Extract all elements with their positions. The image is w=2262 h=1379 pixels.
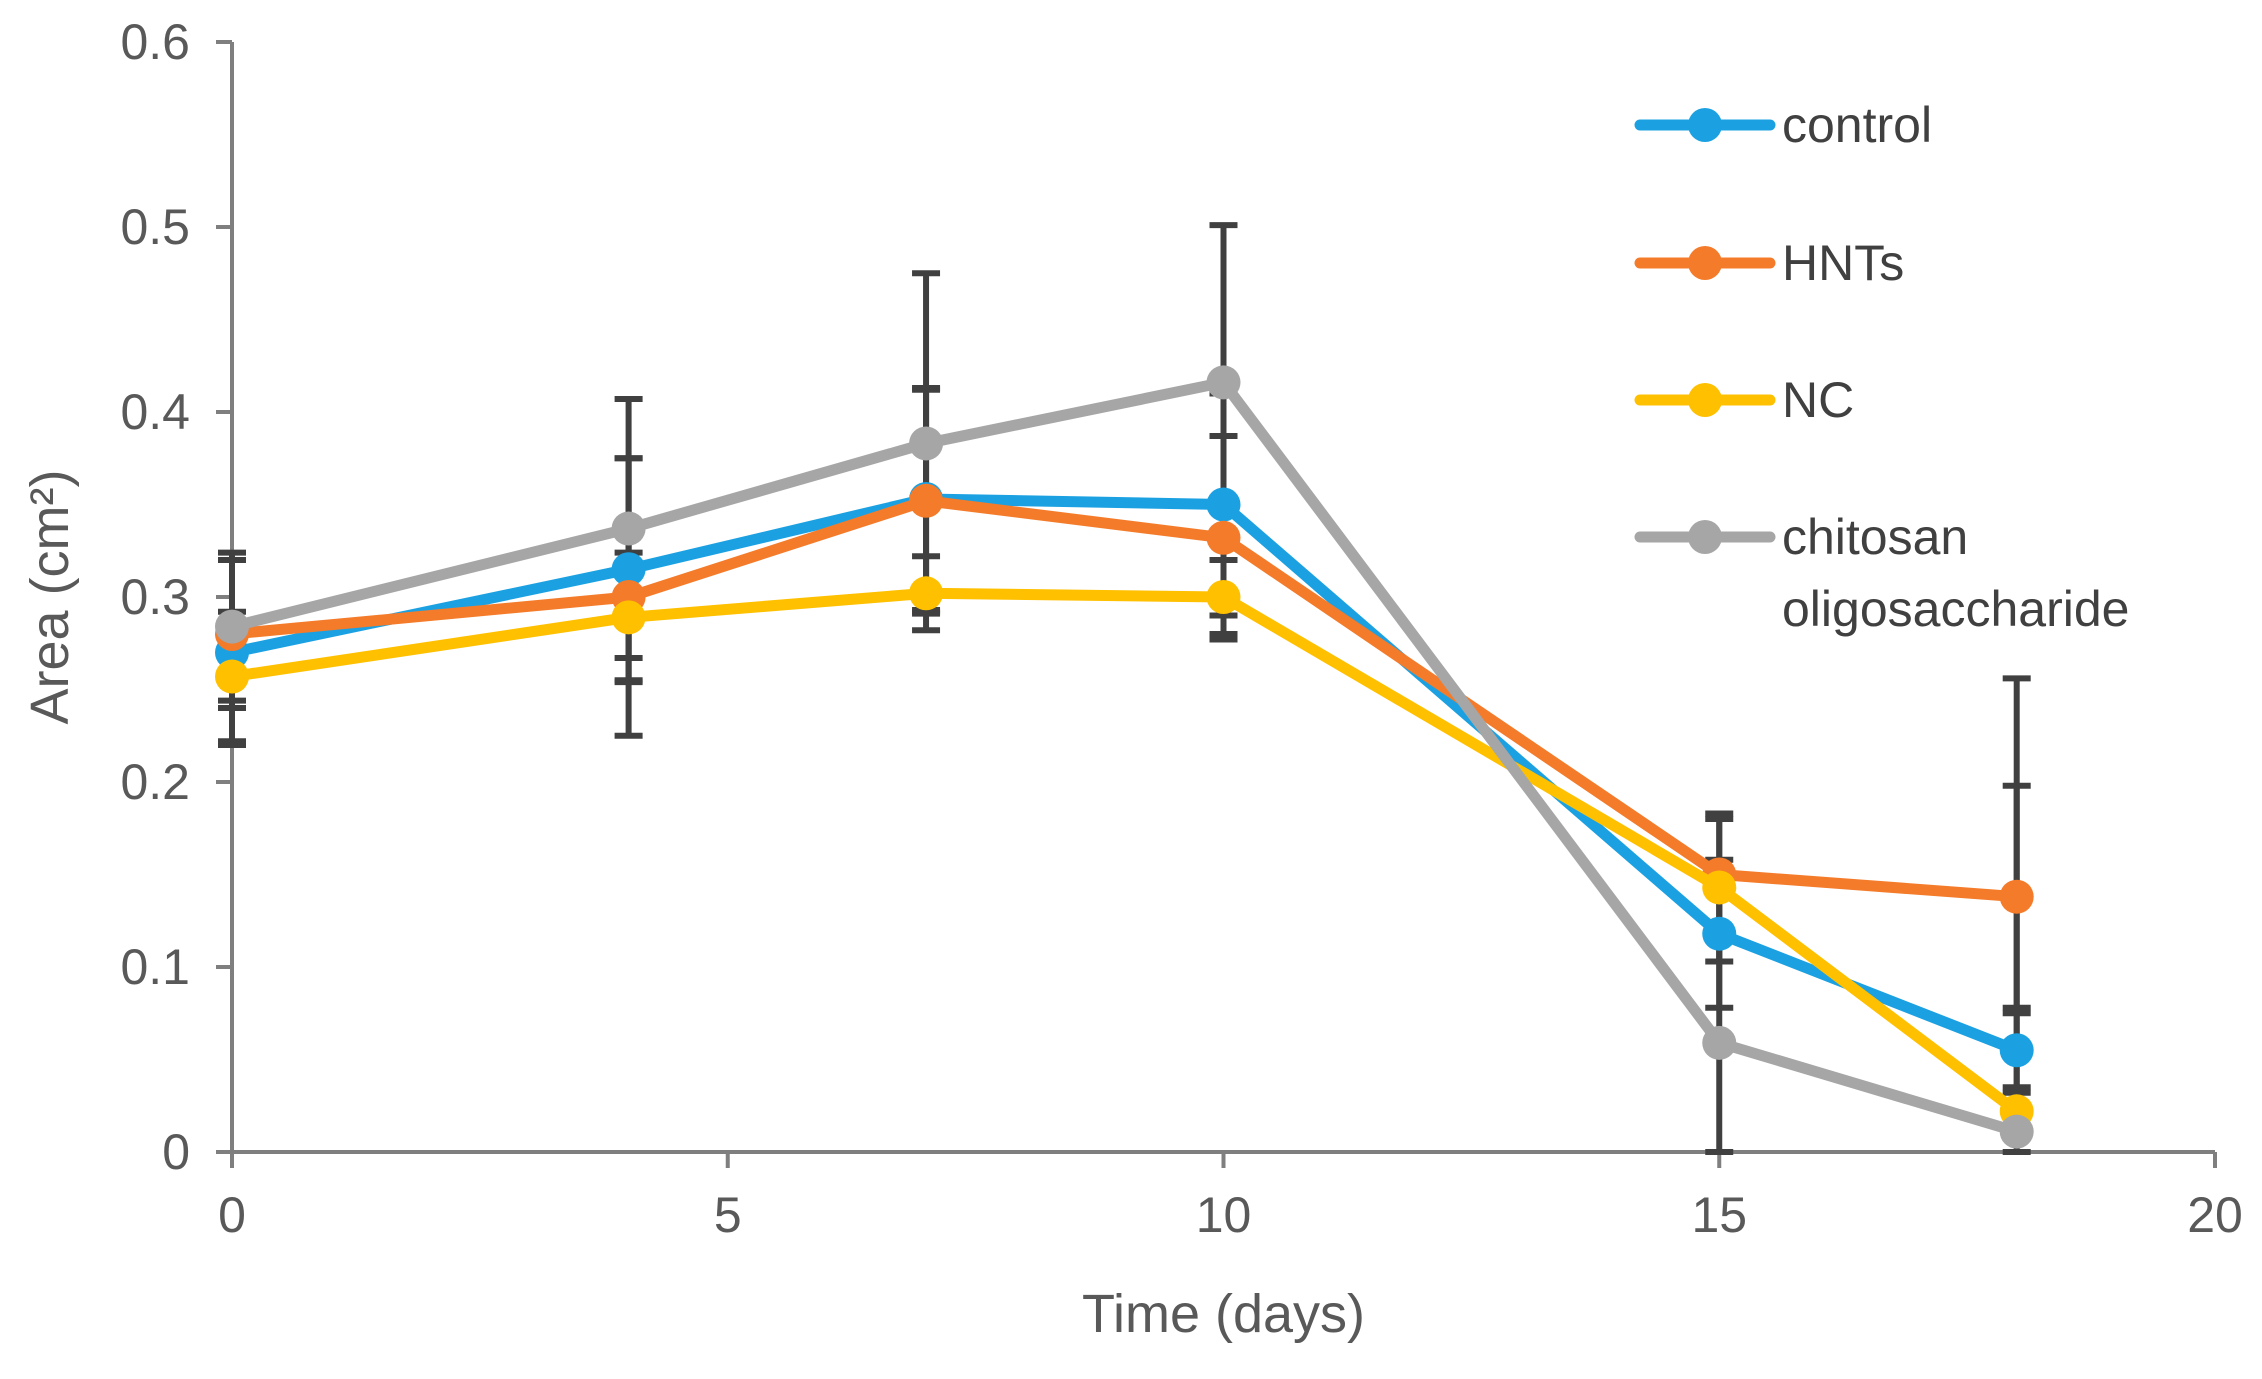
legend-entry: control (1634, 97, 1932, 153)
legend-swatch-marker (1688, 383, 1722, 417)
data-point (1999, 879, 2034, 914)
y-tick-label: 0.1 (120, 939, 190, 995)
legend-label: HNTs (1782, 235, 1904, 291)
series-line (226, 493, 2023, 1056)
data-point (1999, 1114, 2034, 1149)
y-axis-title: Area (cm²) (20, 470, 80, 725)
legend: control HNTs NC chitosan oligosaccharide (1634, 97, 2129, 637)
series-line (226, 376, 2023, 1138)
x-axis-title: Time (days) (1082, 1284, 1365, 1344)
data-point (1702, 870, 1737, 905)
legend-swatch-marker (1688, 246, 1722, 280)
legend-label: NC (1782, 372, 1854, 428)
y-tick-label: 0 (162, 1124, 190, 1180)
legend-entry: chitosan oligosaccharide (1634, 509, 2129, 637)
data-point (1206, 365, 1241, 400)
series-control (215, 481, 2034, 1068)
data-point (215, 609, 249, 644)
data-point (1206, 580, 1241, 614)
data-point (1702, 916, 1737, 951)
error-bars (218, 222, 2031, 1155)
data-point (611, 600, 646, 635)
y-tick-label: 0.3 (120, 569, 190, 625)
data-point (215, 659, 249, 694)
x-tick-label: 20 (2187, 1187, 2243, 1243)
data-point (611, 552, 646, 587)
x-tick-label: 0 (218, 1187, 246, 1243)
legend-label: oligosaccharide (1782, 581, 2129, 637)
legend-entry: HNTs (1634, 235, 1904, 291)
series-chitosan-oligosaccharide (215, 365, 2034, 1149)
series-line (226, 587, 2023, 1117)
x-tick-label: 15 (1691, 1187, 1747, 1243)
series-nc (215, 576, 2034, 1129)
data-point (1702, 1025, 1737, 1060)
x-tick-label: 5 (714, 1187, 742, 1243)
series-line (226, 495, 2023, 903)
data-point (1206, 487, 1241, 522)
y-tick-label: 0.5 (120, 199, 190, 255)
y-tick-label: 0.6 (120, 14, 190, 70)
data-point (1999, 1033, 2034, 1068)
x-tick-label: 10 (1196, 1187, 1252, 1243)
y-tick-label: 0.4 (120, 384, 190, 440)
series (215, 365, 2034, 1149)
axes: 0 0.1 0.2 0.3 0.4 0.5 0.6 0 5 10 15 20 Time (days) Ar… (20, 14, 2243, 1344)
error-bar (2002, 675, 2031, 1155)
legend-swatch-marker (1688, 520, 1722, 554)
y-tick-label: 0.2 (120, 754, 190, 810)
legend-swatch-marker (1688, 108, 1722, 142)
legend-label: control (1782, 97, 1932, 153)
data-point (1206, 520, 1241, 555)
series-hnts (215, 483, 2034, 914)
data-point (909, 576, 944, 611)
data-point (909, 426, 944, 461)
data-point (611, 511, 646, 546)
legend-label: chitosan (1782, 509, 1968, 565)
data-point (909, 483, 944, 518)
legend-entry: NC (1634, 372, 1854, 428)
